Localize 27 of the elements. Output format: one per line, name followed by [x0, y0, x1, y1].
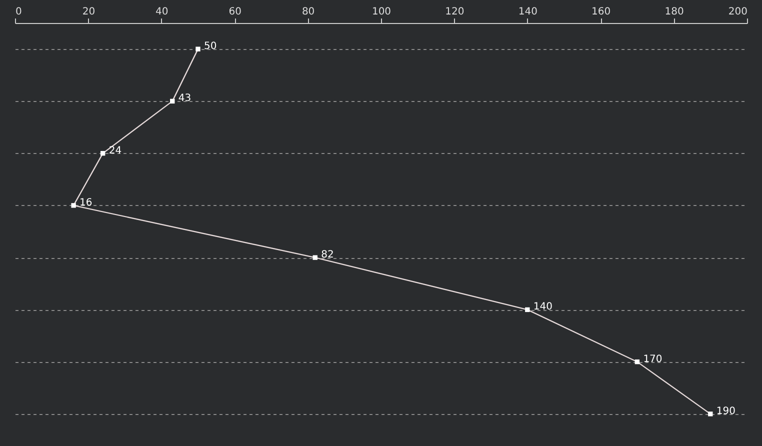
data-label: 190 [716, 406, 736, 417]
x-tick-label: 180 [664, 6, 684, 18]
x-tick-label: 60 [228, 6, 242, 18]
x-tick-label: 40 [156, 6, 168, 18]
x-tick-label: 120 [445, 6, 464, 18]
data-label: 24 [108, 145, 122, 156]
data-label: 140 [533, 302, 552, 313]
x-tick-label: 100 [372, 6, 392, 18]
x-tick-label: 200 [728, 6, 748, 18]
point [708, 412, 713, 416]
data-label: 43 [178, 93, 192, 104]
x-tick-label: 20 [82, 6, 96, 18]
point [71, 203, 76, 208]
x-tick-label: 140 [518, 6, 538, 18]
point [525, 307, 530, 312]
point [100, 150, 106, 156]
data-label: 16 [80, 197, 92, 208]
point [312, 255, 318, 260]
point [196, 46, 200, 52]
data-label: 82 [321, 250, 334, 261]
point [634, 359, 640, 364]
x-tick-label: 160 [592, 6, 611, 18]
x-tick-label: 0 [16, 6, 22, 18]
point [170, 98, 175, 104]
data-label: 170 [643, 354, 662, 365]
data-label: 50 [204, 41, 217, 52]
x-tick-label: 80 [302, 6, 315, 18]
